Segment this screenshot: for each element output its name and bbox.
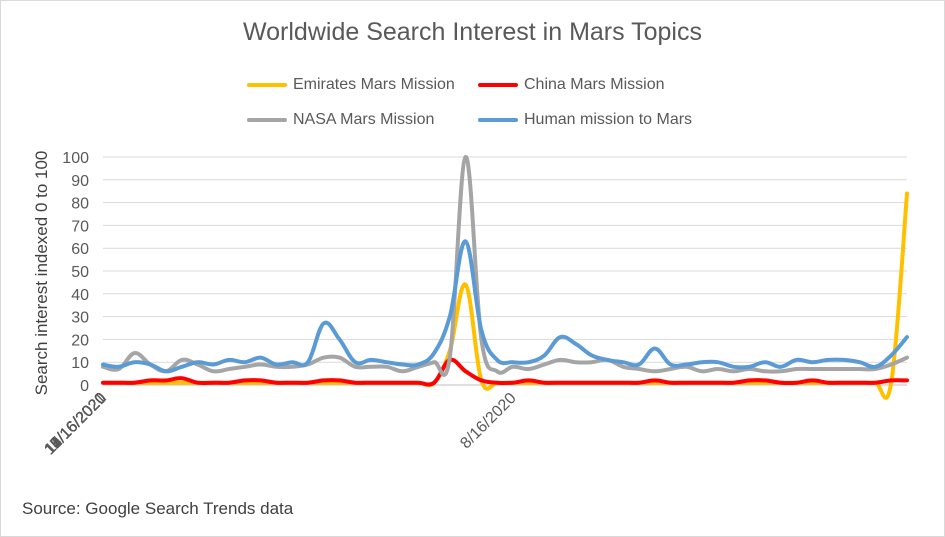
series-line-emirates bbox=[101, 191, 909, 400]
chart-title: Worldwide Search Interest in Mars Topics bbox=[243, 18, 702, 46]
legend-label-china: China Mars Mission bbox=[524, 76, 665, 93]
y-tick-label: 90 bbox=[71, 173, 89, 190]
legend-label-human: Human mission to Mars bbox=[524, 111, 693, 128]
legend-label-nasa: NASA Mars Mission bbox=[293, 111, 435, 128]
series-lines bbox=[101, 154, 909, 400]
legend-item-nasa: NASA Mars Mission bbox=[247, 111, 434, 129]
series-line-china bbox=[101, 357, 909, 387]
series-line-human bbox=[101, 239, 909, 374]
y-tick-label: 80 bbox=[71, 196, 89, 213]
y-axis-label: Search interest indexed 0 to 100 bbox=[32, 151, 51, 396]
y-tick-label: 60 bbox=[71, 241, 89, 258]
legend-swatch-human bbox=[478, 118, 518, 122]
legend-swatch-emirates bbox=[247, 83, 287, 87]
y-tick-label: 100 bbox=[62, 150, 89, 167]
y-axis-ticks: 0 10 20 30 40 50 60 70 80 90 100 bbox=[62, 150, 89, 395]
legend-item-human: Human mission to Mars bbox=[478, 111, 692, 129]
y-tick-label: 10 bbox=[71, 355, 89, 372]
y-tick-label: 30 bbox=[71, 310, 89, 327]
y-tick-label: 20 bbox=[71, 332, 89, 349]
x-tick-label: 1/16/2021 bbox=[47, 390, 109, 452]
y-tick-label: 50 bbox=[71, 264, 89, 281]
legend-swatch-nasa bbox=[247, 118, 287, 122]
legend-item-emirates: Emirates Mars Mission bbox=[247, 76, 455, 94]
x-tick-label: 8/16/2020 bbox=[457, 390, 519, 452]
legend-label-emirates: Emirates Mars Mission bbox=[293, 76, 455, 93]
y-tick-label: 40 bbox=[71, 287, 89, 304]
legend-swatch-china bbox=[478, 83, 518, 87]
series-line-nasa bbox=[101, 154, 909, 377]
legend-item-china: China Mars Mission bbox=[478, 76, 664, 94]
x-axis-ticks: 2/16/20203/16/20204/16/20205/16/20206/16… bbox=[41, 390, 520, 459]
gridlines bbox=[103, 156, 907, 386]
y-tick-label: 70 bbox=[71, 218, 89, 235]
source-note: Source: Google Search Trends data bbox=[22, 499, 294, 518]
y-tick-label: 0 bbox=[80, 378, 89, 395]
